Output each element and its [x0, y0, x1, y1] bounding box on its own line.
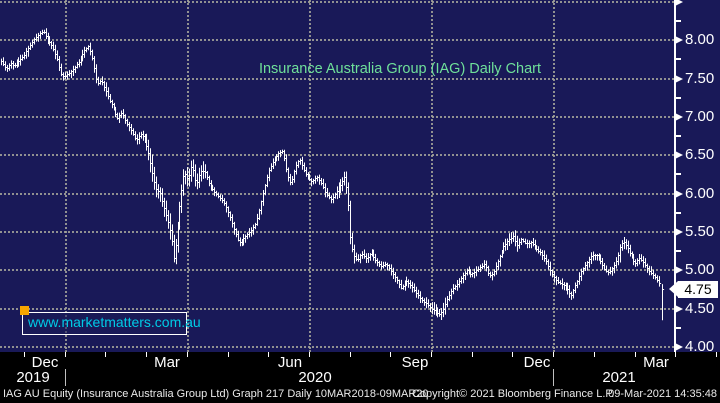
x-month-tick: [65, 352, 66, 357]
y-tick-label: 7.00: [685, 107, 715, 125]
x-month-tick: [268, 352, 269, 357]
y-minor-tick: [674, 20, 681, 23]
y-tick-arrow: [675, 343, 683, 351]
y-tick-arrow: [675, 189, 683, 198]
x-grid-line: [553, 0, 555, 352]
status-bar-copyright: Copyright© 2021 Bloomberg Finance L.P.: [412, 388, 615, 400]
chart-title: Insurance Australia Group (IAG) Daily Ch…: [258, 61, 542, 77]
y-tick-arrow: [675, 227, 683, 236]
y-minor-tick: [674, 326, 681, 329]
y-grid-line: [0, 230, 674, 233]
y-tick-arrow: [675, 112, 683, 121]
y-tick-label: 4.50: [685, 299, 715, 317]
price-series-bars: [1, 28, 665, 321]
x-month-tick: [24, 352, 25, 357]
x-month-tick: [553, 352, 554, 357]
y-tick-label: 6.50: [685, 146, 715, 164]
x-month-label: Dec: [31, 354, 59, 371]
y-grid-line: [0, 0, 674, 3]
x-month-label: Mar: [643, 354, 669, 371]
watermark-box: www.marketmatters.com.au: [20, 306, 201, 335]
x-month-label: Jun: [277, 354, 303, 371]
watermark-link[interactable]: www.marketmatters.com.au: [28, 314, 201, 330]
x-grid-line: [65, 0, 67, 352]
x-month-tick: [146, 352, 147, 357]
y-minor-tick: [674, 135, 681, 138]
y-grid-line: [0, 346, 674, 348]
x-month-tick: [675, 352, 676, 357]
y-grid-line: [0, 269, 674, 272]
year-separator: [65, 369, 66, 386]
y-tick-arrow: [675, 74, 683, 83]
y-tick-label: 4.00: [685, 338, 715, 355]
x-month-tick: [228, 352, 229, 357]
x-month-tick: [594, 352, 595, 357]
x-month-label: Mar: [154, 354, 180, 371]
x-month-tick: [309, 352, 310, 357]
y-minor-tick: [674, 58, 681, 61]
watermark-orange-square: [20, 306, 29, 315]
y-grid-line: [0, 115, 674, 118]
y-grid-line: [0, 77, 674, 80]
x-month-tick: [472, 352, 473, 357]
x-year-label: 2019: [16, 369, 50, 386]
y-tick-label: 8.00: [685, 31, 715, 49]
y-minor-tick: [674, 173, 681, 176]
y-tick-label: 5.00: [685, 261, 715, 279]
x-grid-line: [431, 0, 433, 352]
x-month-tick: [187, 352, 188, 357]
x-month-tick: [716, 352, 717, 357]
chart-plot-area: Insurance Australia Group (IAG) Daily Ch…: [0, 0, 674, 352]
y-minor-tick: [674, 96, 681, 99]
y-tick-arrow: [675, 151, 683, 160]
x-month-tick: [105, 352, 106, 357]
x-month-tick: [512, 352, 513, 357]
y-grid-line: [0, 154, 674, 157]
y-tick-arrow: [675, 0, 683, 6]
x-month-tick: [350, 352, 351, 357]
y-tick-arrow: [675, 36, 683, 45]
x-month-label: Dec: [523, 354, 551, 371]
last-price-flag-pointer: [669, 281, 678, 297]
x-month-label: Sep: [401, 354, 429, 371]
chart-background: [0, 0, 720, 352]
y-tick-arrow: [675, 266, 683, 275]
y-grid-line: [0, 39, 674, 42]
y-axis-line: [674, 0, 676, 352]
y-minor-tick: [674, 211, 681, 214]
x-month-tick: [635, 352, 636, 357]
last-price-value: 4.75: [678, 281, 718, 298]
y-tick-label: 6.00: [685, 184, 715, 202]
y-tick-arrow: [675, 304, 683, 313]
x-month-tick: [390, 352, 391, 357]
x-year-label: 2021: [602, 369, 636, 386]
status-bar-timestamp: 09-Mar-2021 14:35:48: [608, 388, 717, 400]
y-grid-line: [0, 307, 674, 310]
y-tick-label: 5.50: [685, 222, 715, 240]
y-minor-tick: [674, 250, 681, 253]
x-year-label: 2020: [298, 369, 332, 386]
y-tick-label: 7.50: [685, 69, 715, 87]
x-month-tick: [431, 352, 432, 357]
status-bar-security-info: IAG AU Equity (Insurance Australia Group…: [3, 388, 429, 400]
year-separator: [553, 369, 554, 386]
